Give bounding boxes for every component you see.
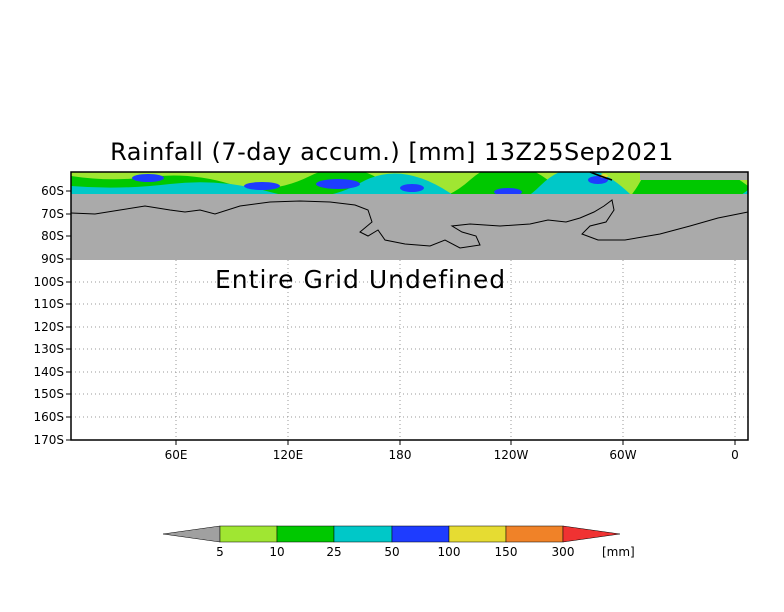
lat-label-90s: 90S	[41, 252, 64, 266]
rain-band-cyan	[71, 172, 748, 217]
undefined-land-region	[71, 194, 748, 260]
rain-cell-blue-6	[588, 176, 608, 184]
colorbar-below-triangle	[162, 525, 221, 543]
lat-label-170s: 170S	[33, 433, 64, 447]
lat-label-70s: 70S	[41, 207, 64, 221]
colorbar	[162, 525, 621, 543]
grid-lines	[71, 260, 748, 440]
lon-label-60e: 60E	[165, 448, 188, 462]
lat-label-80s: 80S	[41, 229, 64, 243]
plot-frame	[70, 171, 749, 441]
lon-label-120e: 120E	[273, 448, 304, 462]
rain-cell-blue-3	[316, 179, 360, 189]
lon-ticks	[175, 440, 736, 445]
lat-label-150s: 150S	[33, 387, 64, 401]
lon-label-120w: 120W	[494, 448, 529, 462]
colorbar-unit: [mm]	[602, 545, 635, 559]
coastline-antarctica	[70, 199, 749, 249]
lat-label-100s: 100S	[33, 275, 64, 289]
colorbar-tick-10: 10	[269, 545, 284, 559]
colorbar-tick-5: 5	[216, 545, 224, 559]
map-title: Rainfall (7-day accum.) [mm] 13Z25Sep202…	[110, 138, 674, 166]
lon-label-60w: 60W	[609, 448, 636, 462]
lat-ticks	[66, 190, 71, 441]
lon-label-0: 0	[731, 448, 739, 462]
precipitation-field	[71, 172, 748, 260]
lat-label-110s: 110S	[33, 297, 64, 311]
lon-label-180: 180	[389, 448, 412, 462]
colorbar-bin-150-300	[505, 525, 564, 543]
colorbar-bin-100-150	[448, 525, 507, 543]
rain-cell-blue-2	[244, 182, 280, 190]
colorbar-bin-25-50	[333, 525, 393, 543]
colorbar-tick-300: 300	[552, 545, 575, 559]
undefined-region-top-right	[640, 172, 748, 180]
lat-label-140s: 140S	[33, 365, 64, 379]
lat-label-60s: 60S	[41, 184, 64, 198]
rain-cell-blue-4	[400, 184, 424, 192]
lat-label-130s: 130S	[33, 342, 64, 356]
colorbar-bin-10-25	[276, 525, 335, 543]
colorbar-tick-150: 150	[495, 545, 518, 559]
colorbar-bin-50-100	[391, 525, 450, 543]
colorbar-tick-25: 25	[326, 545, 341, 559]
colorbar-bin-5-10	[219, 525, 278, 543]
colorbar-tick-50: 50	[384, 545, 399, 559]
lat-label-160s: 160S	[33, 410, 64, 424]
lat-label-120s: 120S	[33, 320, 64, 334]
rain-cell-blue-1	[132, 174, 164, 182]
colorbar-above-triangle	[562, 525, 621, 543]
undefined-grid-message: Entire Grid Undefined	[215, 265, 506, 294]
colorbar-tick-100: 100	[438, 545, 461, 559]
